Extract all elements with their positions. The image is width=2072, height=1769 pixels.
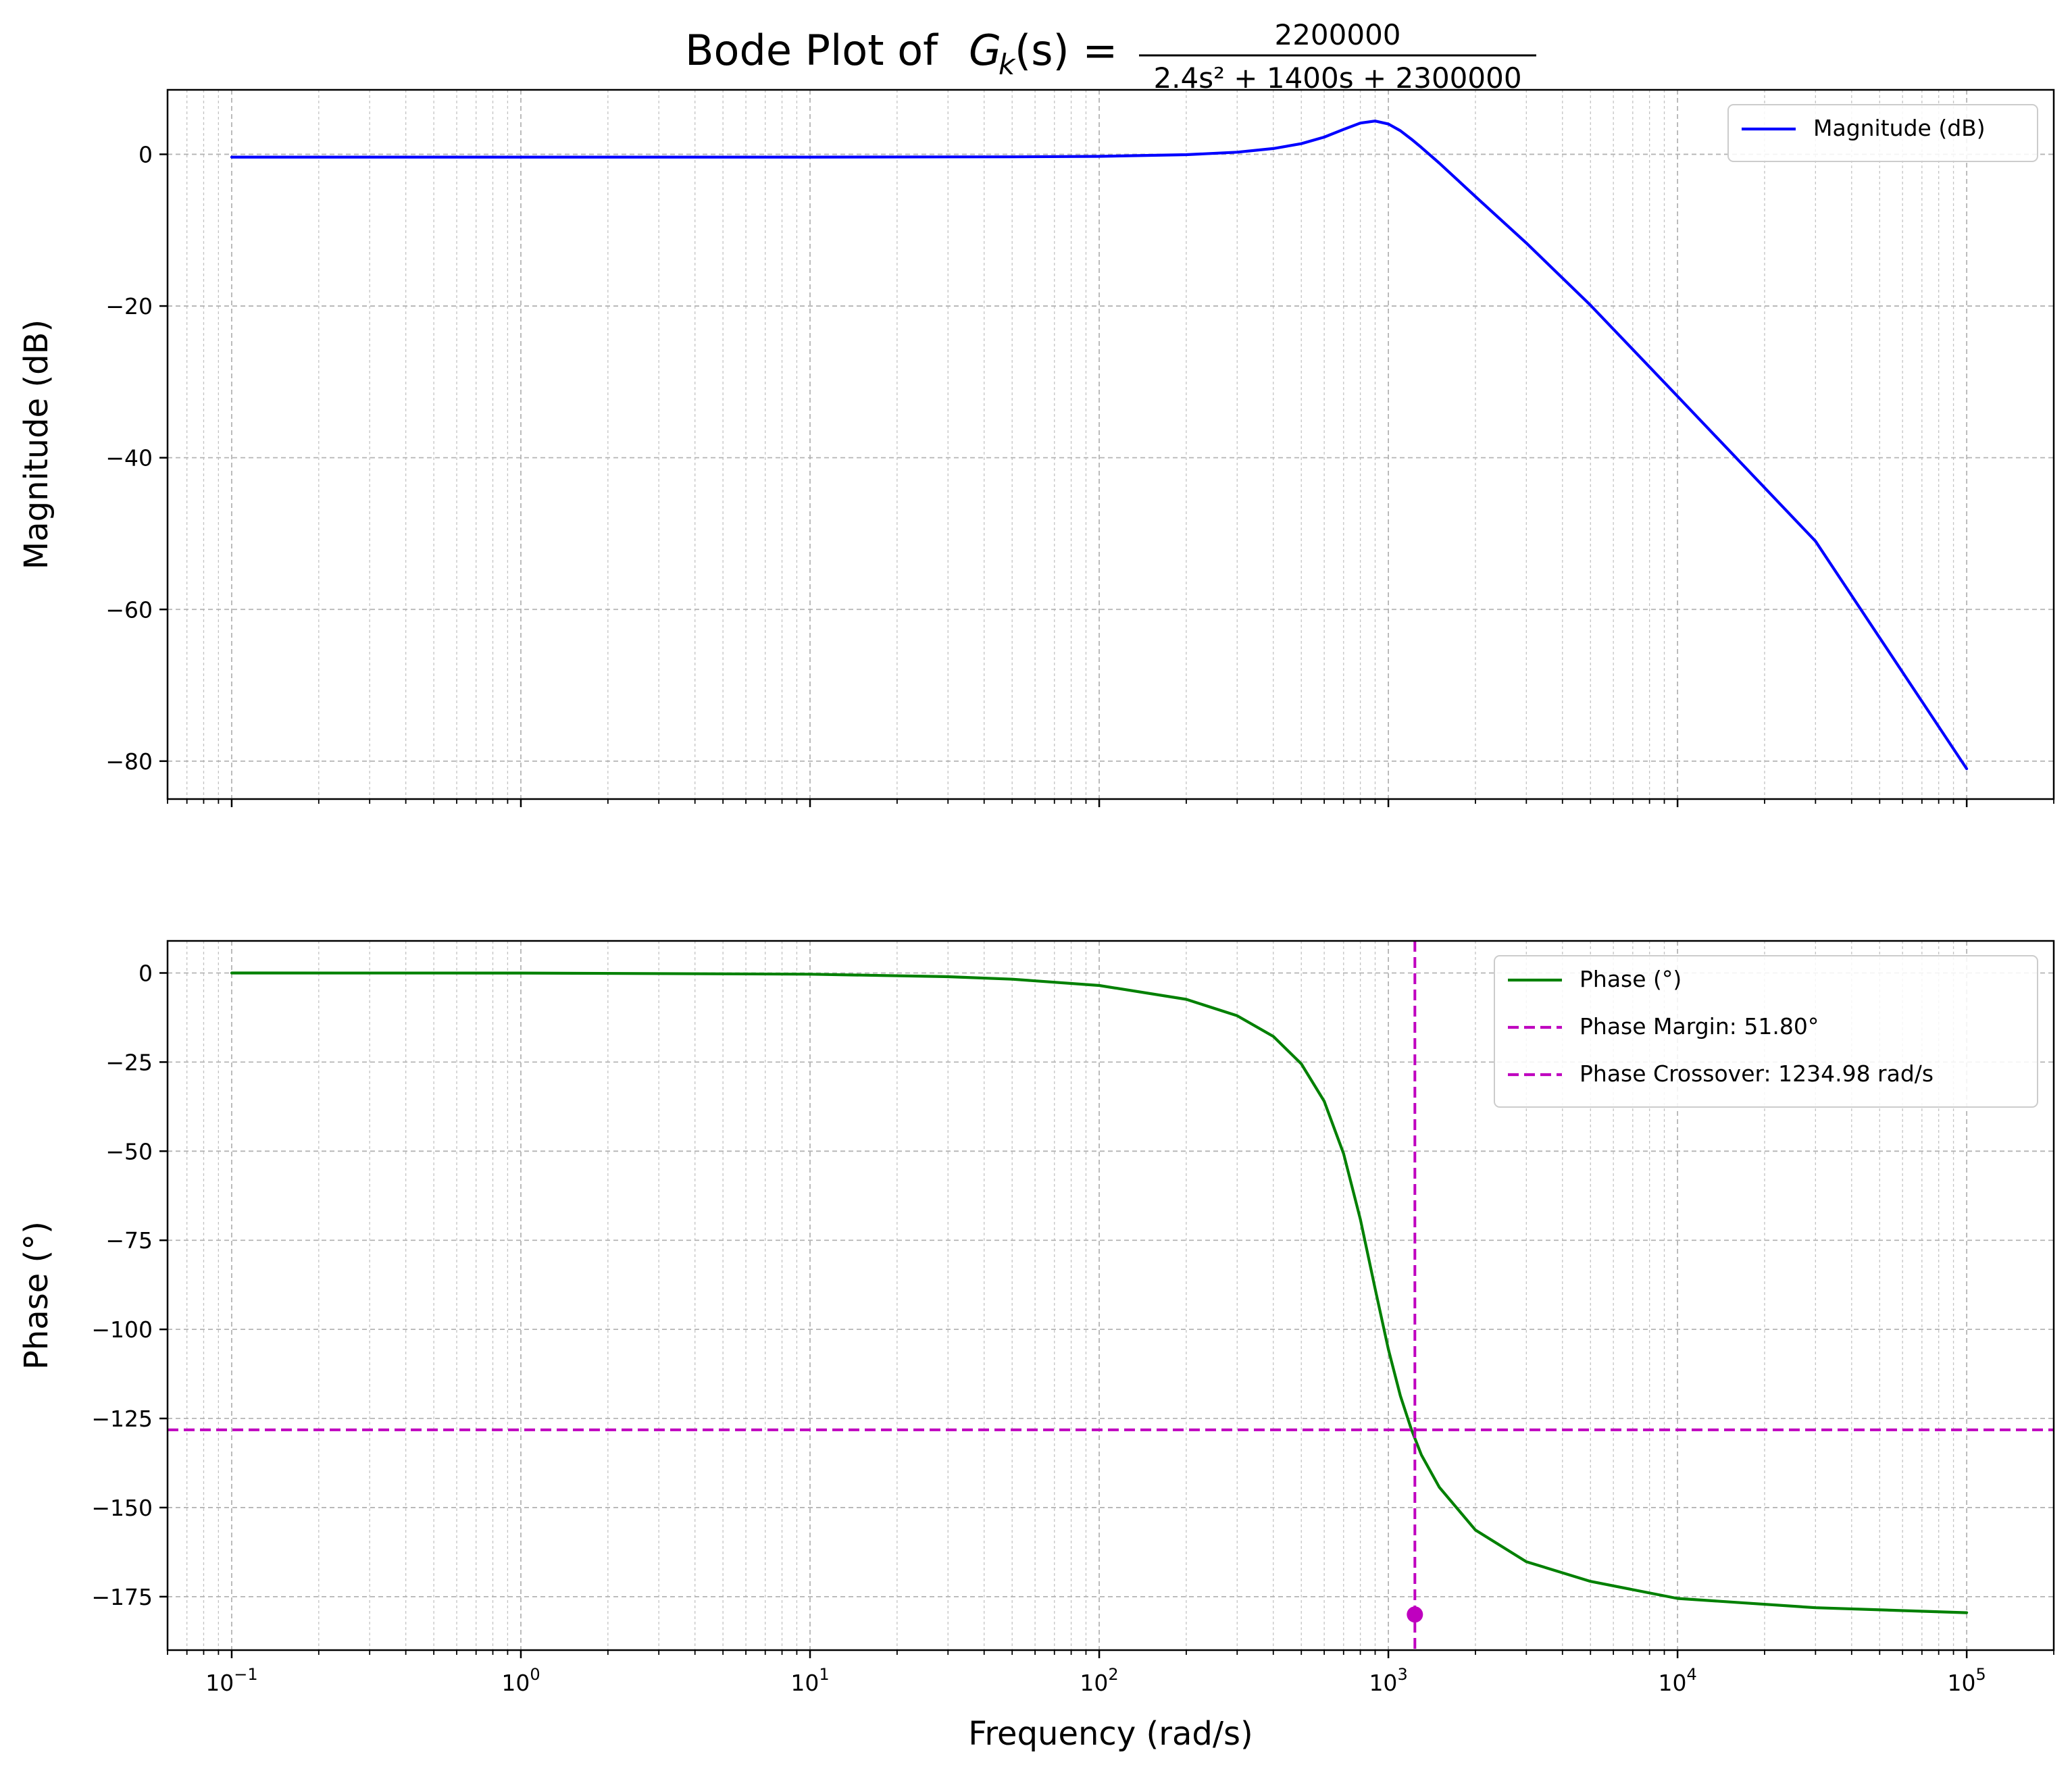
x-tick-label: 100: [501, 1665, 540, 1696]
crossover-marker: [1407, 1606, 1423, 1623]
legend-label: Phase (°): [1580, 966, 1682, 992]
magnitude-line: [230, 120, 1969, 771]
phase-legend: Phase (°) Phase Margin: 51.80° Phase Cross…: [1494, 955, 2038, 1108]
magnitude-legend: Magnitude (dB): [1727, 104, 2038, 162]
x-tick-label: 103: [1369, 1665, 1407, 1696]
y-tick-label: −100: [91, 1316, 153, 1343]
magnitude-series: [230, 120, 1969, 771]
title-prefix: Bode Plot of: [685, 26, 939, 75]
y-tick-label: −60: [105, 596, 153, 623]
y-tick-label: −40: [105, 445, 153, 471]
title-subscript: k: [999, 48, 1016, 81]
y-tick-label: −75: [105, 1227, 153, 1254]
y-tick-label: −175: [91, 1584, 153, 1610]
y-tick-label: −150: [91, 1495, 153, 1521]
title-numerator: 2200000: [1274, 18, 1400, 51]
phase-ticks: 0 −25 −50 −75 −100 −125 −150 −175 10−1 100 101 102 1…: [91, 960, 2054, 1696]
legend-box: [1494, 955, 2038, 1108]
legend-label: Phase Crossover: 1234.98 rad/s: [1580, 1060, 1934, 1087]
x-tick-label: 105: [1948, 1665, 1986, 1696]
legend-label: Magnitude (dB): [1813, 115, 1986, 141]
phase-panel: 0 −25 −50 −75 −100 −125 −150 −175 10−1 100 101 102 1…: [18, 940, 2055, 1753]
title-arg: (s) =: [1015, 26, 1117, 75]
y-tick-label: −50: [105, 1138, 153, 1164]
y-tick-label: 0: [138, 960, 153, 986]
magnitude-axes-frame: [166, 88, 2055, 800]
title-g: G: [969, 26, 1001, 75]
y-tick-label: −20: [105, 293, 153, 319]
phase-y-axis-label: Phase (°): [18, 1221, 55, 1370]
magnitude-y-axis-label: Magnitude (dB): [18, 319, 55, 569]
magnitude-ticks: 0 −20 −40 −60 −80: [105, 141, 2054, 807]
x-tick-label: 102: [1080, 1665, 1118, 1696]
legend-label: Phase Margin: 51.80°: [1580, 1013, 1819, 1040]
legend-box: [1727, 104, 2038, 162]
x-tick-label: 10−1: [205, 1665, 257, 1696]
x-tick-label: 101: [790, 1665, 829, 1696]
figure-title: Bode Plot of G k (s) = 2200000 2.4s² + 1…: [685, 18, 1536, 95]
y-tick-label: −25: [105, 1049, 153, 1075]
magnitude-panel: 0 −20 −40 −60 −80 Magnitude (dB) Magnitude (…: [18, 88, 2055, 807]
phase-line: [230, 971, 1969, 1614]
frequency-x-axis-label: Frequency (rad/s): [968, 1715, 1253, 1753]
phase-series: [168, 941, 2054, 1650]
y-tick-label: −125: [91, 1406, 153, 1432]
y-tick-label: 0: [138, 141, 153, 168]
y-tick-label: −80: [105, 748, 153, 775]
x-tick-label: 104: [1658, 1665, 1696, 1696]
magnitude-grid: [167, 90, 2054, 799]
phase-axes-frame: [166, 940, 2055, 1651]
